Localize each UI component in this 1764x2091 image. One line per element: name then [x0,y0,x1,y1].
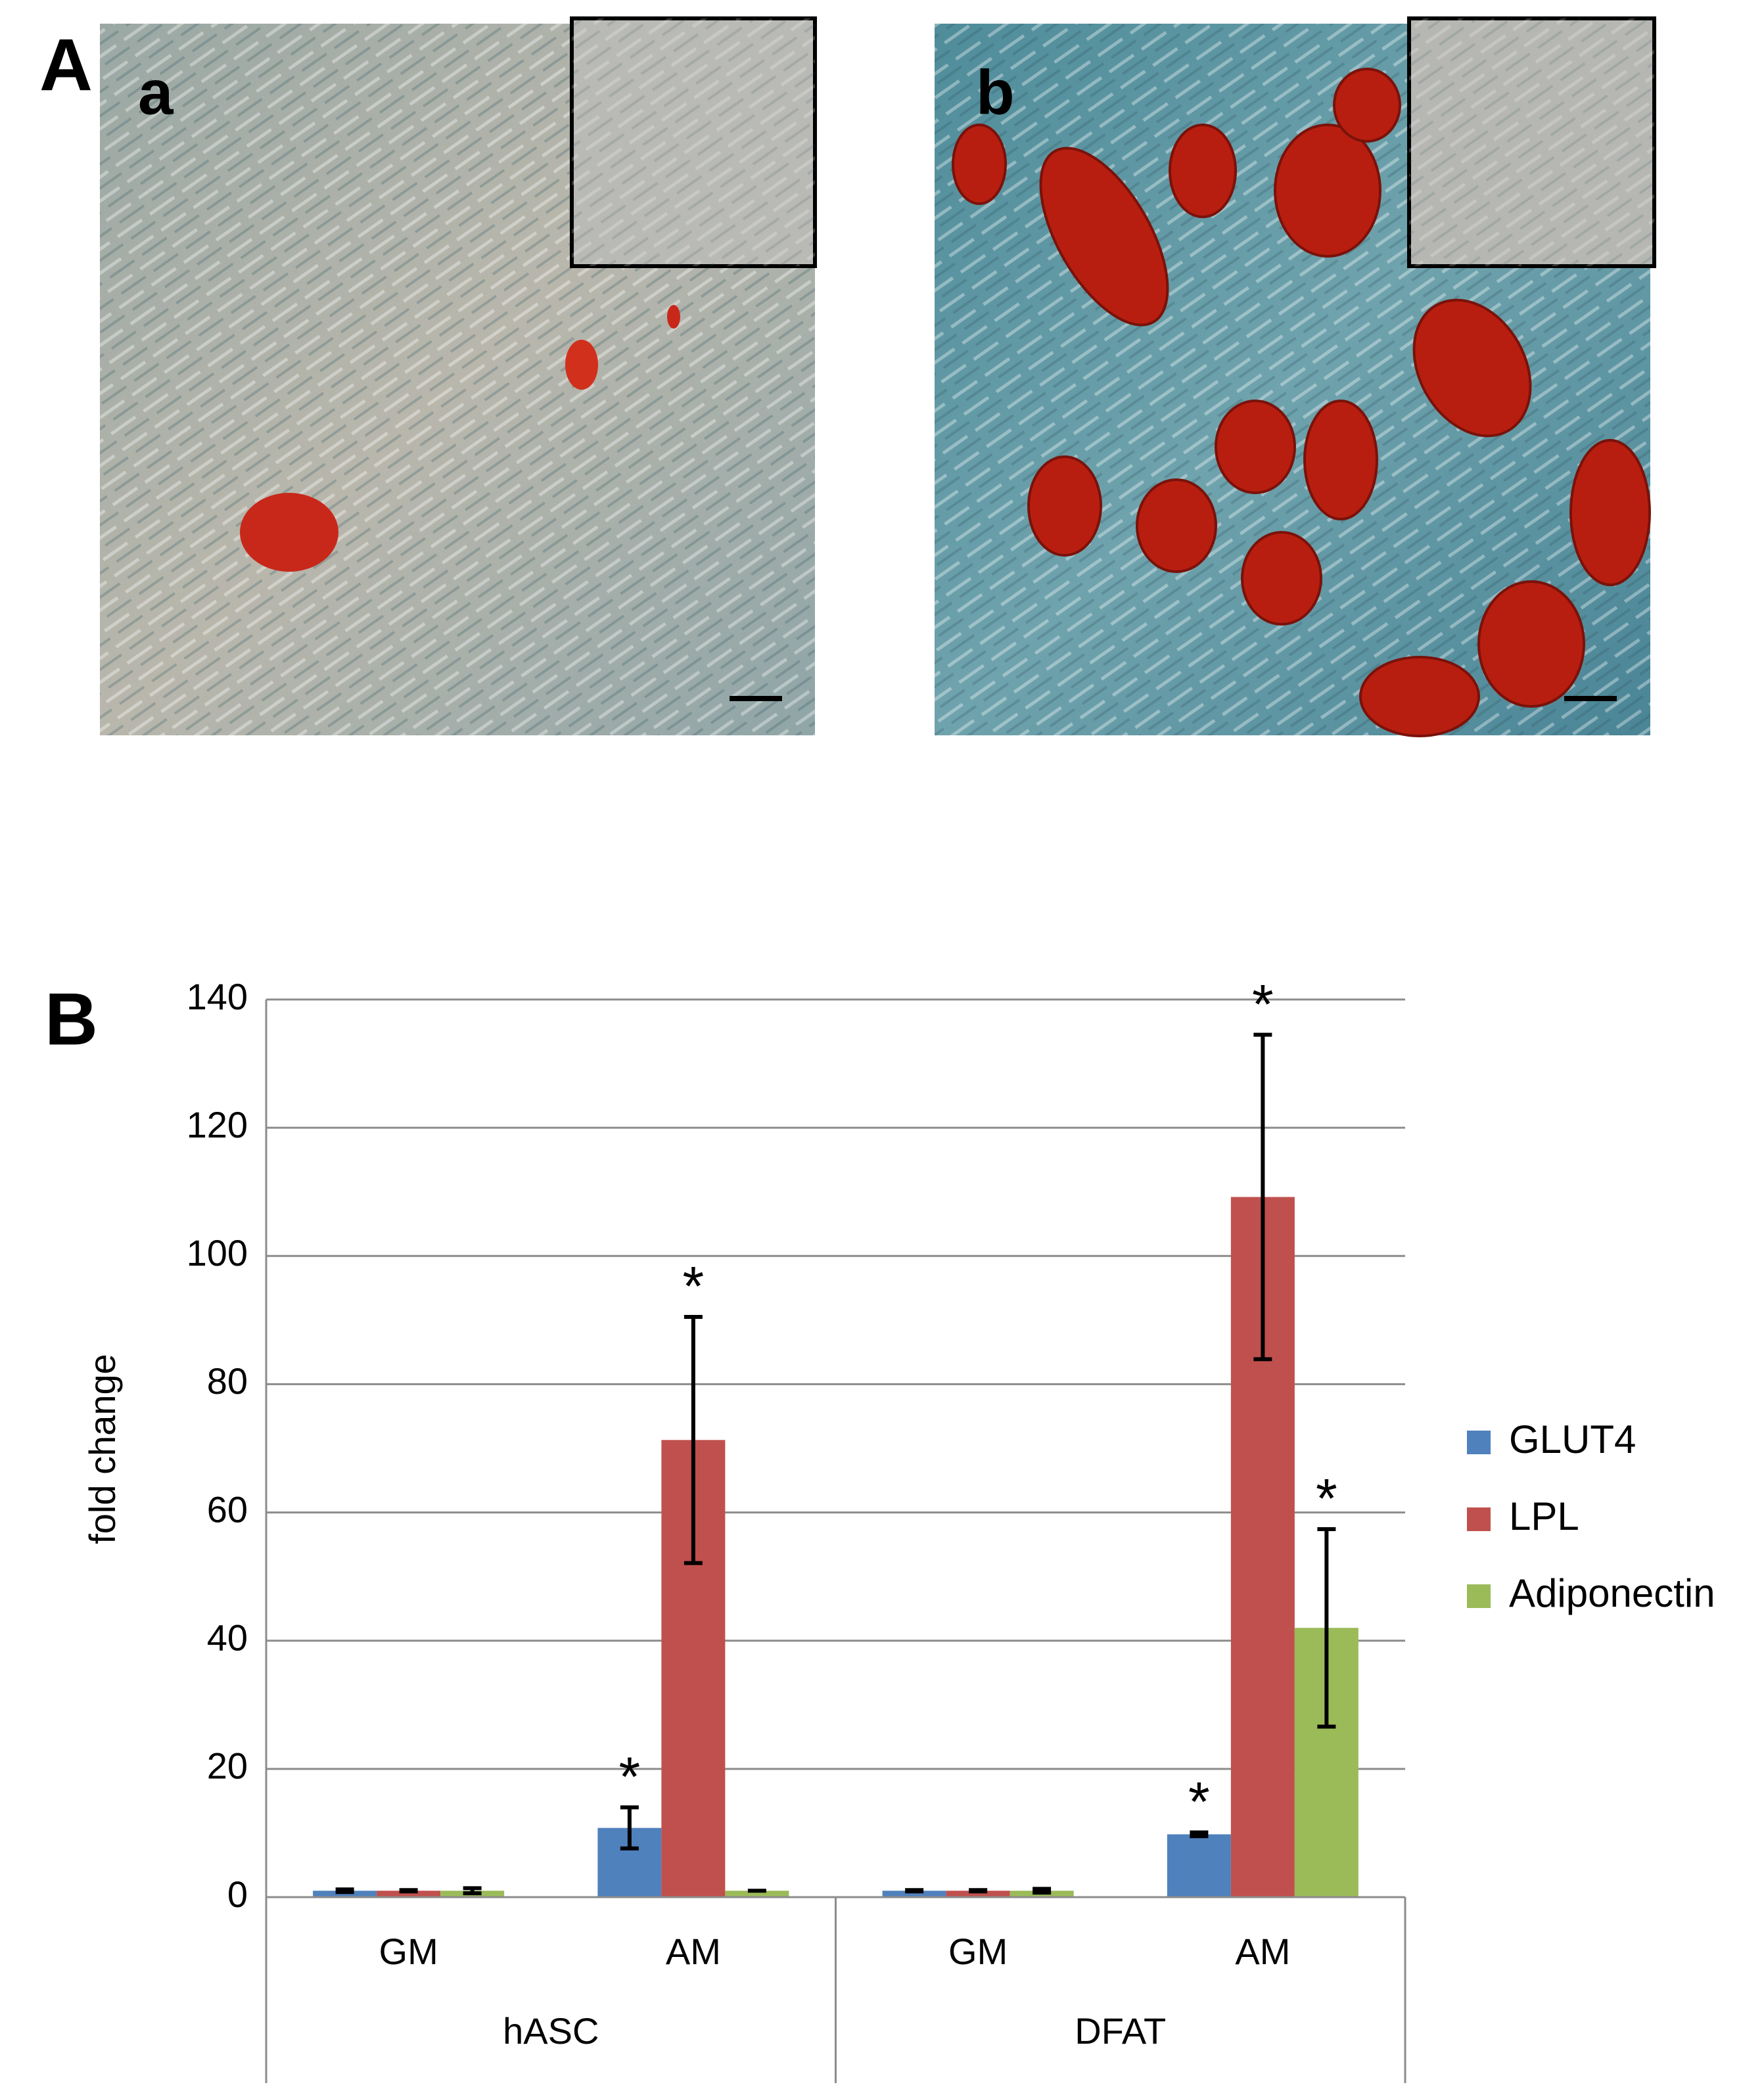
group-label: DFAT [1075,2010,1166,2052]
x-tick-label: GM [948,1931,1008,1972]
group-label: hASC [503,2010,599,2052]
legend-label: GLUT4 [1509,1417,1636,1461]
panel-label: a [138,57,174,127]
error-bar [399,1888,418,1894]
significance-marker: * [619,1746,641,1808]
bar [946,1891,1010,1897]
y-tick-label: 60 [207,1488,248,1530]
error-bar [905,1888,924,1894]
legend-label: Adiponectin [1509,1571,1715,1615]
legend-swatch [1467,1584,1491,1608]
legend-swatch [1467,1431,1491,1454]
y-tick-label: 100 [187,1232,248,1274]
error-bar [335,1887,354,1895]
panel-label: A [39,24,93,106]
y-tick-label: 80 [207,1360,248,1402]
legend-label: LPL [1509,1494,1579,1538]
significance-marker: * [683,1255,705,1317]
micrograph-b [935,16,1656,737]
error-bar [1253,1032,1272,1362]
x-tick-label: GM [379,1931,438,1972]
panel-label: b [976,57,1015,127]
y-tick-label: 0 [227,1873,248,1915]
error-bar [1033,1887,1052,1895]
bar [377,1891,441,1897]
x-tick-label: AM [1235,1931,1290,1972]
bar [882,1891,946,1897]
y-tick-label: 140 [187,976,248,1017]
error-bar [463,1886,482,1896]
panel-label: B [45,978,98,1061]
error-bar [1190,1830,1209,1839]
error-bar [969,1888,988,1894]
legend-swatch [1467,1507,1491,1531]
bar [725,1891,789,1897]
significance-marker: * [1252,973,1274,1035]
error-bar [620,1805,639,1850]
significance-marker: * [1188,1771,1210,1833]
bar [1167,1834,1231,1897]
significance-marker: * [1316,1467,1337,1529]
error-bar [1317,1527,1336,1729]
x-tick-label: AM [666,1931,721,1972]
error-bar [684,1314,703,1565]
y-tick-label: 20 [207,1745,248,1787]
y-axis-title: fold change [81,1354,123,1544]
y-tick-label: 40 [207,1617,248,1659]
y-tick-label: 120 [187,1104,248,1145]
micrograph-a [100,16,817,735]
